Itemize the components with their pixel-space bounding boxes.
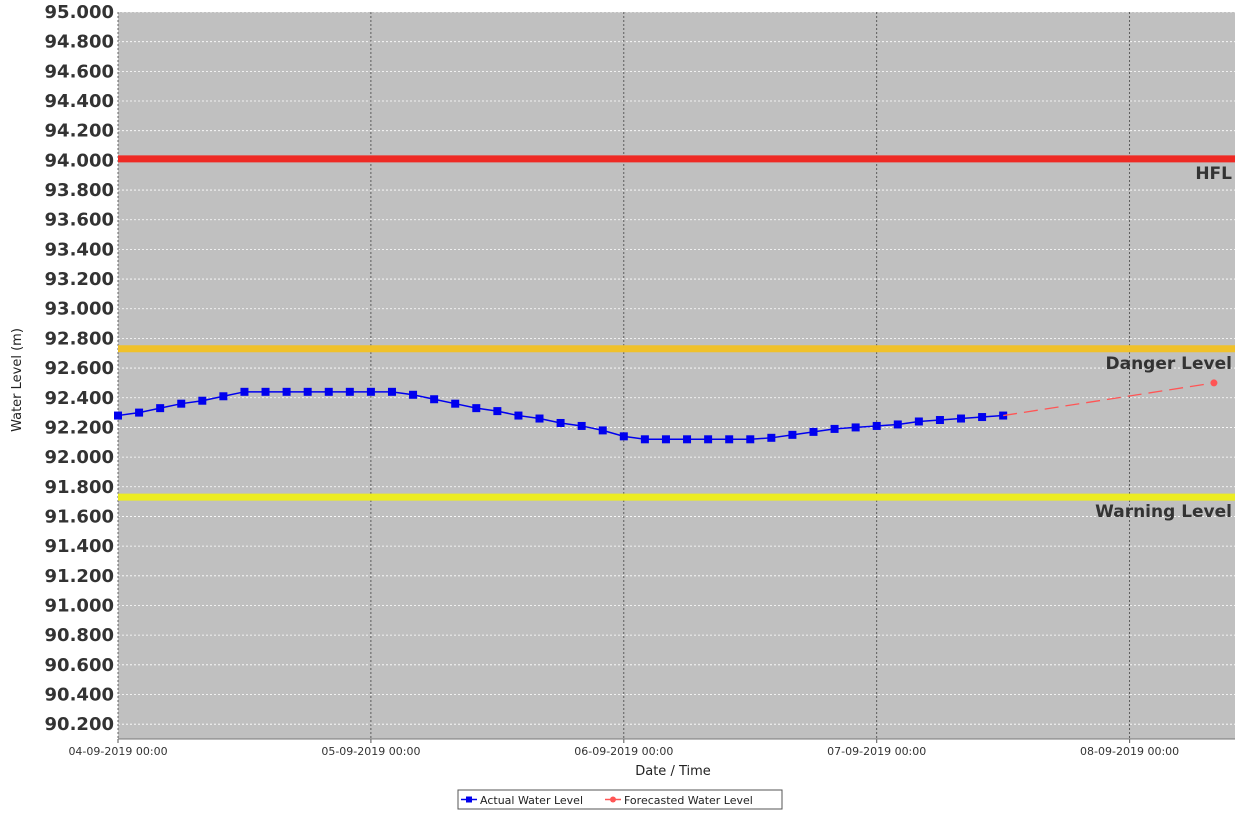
y-tick-label: 91.400 <box>45 536 114 557</box>
x-tick-label: 05-09-2019 00:00 <box>321 745 420 758</box>
data-point <box>788 430 797 439</box>
data-point <box>156 404 165 413</box>
data-point <box>219 392 228 401</box>
data-point <box>556 418 565 427</box>
data-point <box>725 435 734 444</box>
reference-lines: HFL Danger Level Warning Level <box>118 155 1235 522</box>
data-point <box>640 435 649 444</box>
data-point <box>535 414 544 423</box>
data-point <box>1210 379 1218 387</box>
data-point <box>957 414 966 423</box>
data-point <box>114 411 122 420</box>
plot-area <box>118 12 1235 739</box>
x-tick-label: 07-09-2019 00:00 <box>827 745 926 758</box>
data-point <box>451 399 460 408</box>
y-tick-label: 92.200 <box>45 417 114 438</box>
grid-lines <box>117 11 1235 739</box>
y-tick-label: 93.200 <box>45 269 114 290</box>
data-point <box>577 421 586 430</box>
reference-line-label: Warning Level <box>1095 502 1232 522</box>
y-tick-label: 91.600 <box>45 506 114 527</box>
legend: Actual Water Level Forecasted Water Leve… <box>457 789 783 810</box>
y-tick-label: 90.200 <box>45 714 114 735</box>
y-axis-ticks: 95.000 94.800 94.600 94.400 94.200 94.000 93.8… <box>45 2 114 735</box>
y-tick-label: 93.600 <box>45 210 114 231</box>
data-point <box>872 421 881 430</box>
data-point <box>683 435 692 444</box>
legend-forecast-label: Forecasted Water Level <box>624 794 753 807</box>
data-point <box>177 399 186 408</box>
x-axis-label: Date / Time <box>635 764 711 779</box>
y-tick-label: 95.000 <box>45 2 114 23</box>
data-point <box>430 395 439 404</box>
data-point <box>366 387 375 396</box>
reference-line-label: HFL <box>1195 164 1232 184</box>
y-tick-label: 94.800 <box>45 32 114 53</box>
y-tick-label: 94.200 <box>45 121 114 142</box>
data-point <box>324 387 333 396</box>
data-point <box>619 432 628 441</box>
data-point <box>387 387 396 396</box>
y-tick-label: 92.600 <box>45 358 114 379</box>
y-tick-label: 91.200 <box>45 566 114 587</box>
y-tick-label: 93.000 <box>45 299 114 320</box>
y-tick-label: 94.400 <box>45 91 114 112</box>
legend-actual-marker <box>466 796 472 803</box>
y-tick-label: 93.400 <box>45 239 114 260</box>
data-point <box>240 387 249 396</box>
data-point <box>472 404 481 413</box>
y-tick-label: 90.800 <box>45 625 114 646</box>
y-tick-label: 94.000 <box>45 150 114 171</box>
y-tick-label: 92.800 <box>45 328 114 349</box>
legend-actual-label: Actual Water Level <box>480 794 583 807</box>
y-tick-label: 91.000 <box>45 595 114 616</box>
data-point <box>303 387 312 396</box>
data-point <box>914 417 923 426</box>
x-tick-label: 04-09-2019 00:00 <box>68 745 167 758</box>
reference-line-label: Danger Level <box>1106 354 1233 374</box>
data-point <box>661 435 670 444</box>
y-tick-label: 92.000 <box>45 447 114 468</box>
data-point <box>704 435 713 444</box>
y-tick-label: 92.400 <box>45 388 114 409</box>
data-point <box>767 433 776 442</box>
data-point <box>851 423 860 432</box>
data-point <box>598 426 607 435</box>
x-axis-ticks: 04-09-2019 00:00 05-09-2019 00:00 06-09-20… <box>68 738 1235 758</box>
y-tick-label: 91.800 <box>45 477 114 498</box>
x-tick-label: 06-09-2019 00:00 <box>574 745 673 758</box>
x-tick-label: 08-09-2019 00:00 <box>1080 745 1179 758</box>
data-point <box>282 387 291 396</box>
legend-forecast-marker <box>610 796 616 803</box>
data-point <box>345 387 354 396</box>
data-point <box>198 396 207 405</box>
data-point <box>514 411 523 420</box>
data-point <box>493 407 502 416</box>
data-point <box>135 408 144 417</box>
data-point <box>830 424 839 433</box>
series-layer <box>114 379 1218 444</box>
data-point <box>893 420 902 429</box>
y-tick-label: 90.400 <box>45 684 114 705</box>
y-tick-label: 94.600 <box>45 61 114 82</box>
data-point <box>978 413 987 422</box>
y-tick-label: 90.600 <box>45 655 114 676</box>
y-tick-label: 93.800 <box>45 180 114 201</box>
data-point <box>935 416 944 425</box>
data-point <box>809 427 818 436</box>
data-point <box>409 390 418 399</box>
data-point <box>746 435 755 444</box>
series-line <box>1003 382 1215 417</box>
y-axis-label: Water Level (m) <box>10 328 25 432</box>
data-point <box>261 387 270 396</box>
